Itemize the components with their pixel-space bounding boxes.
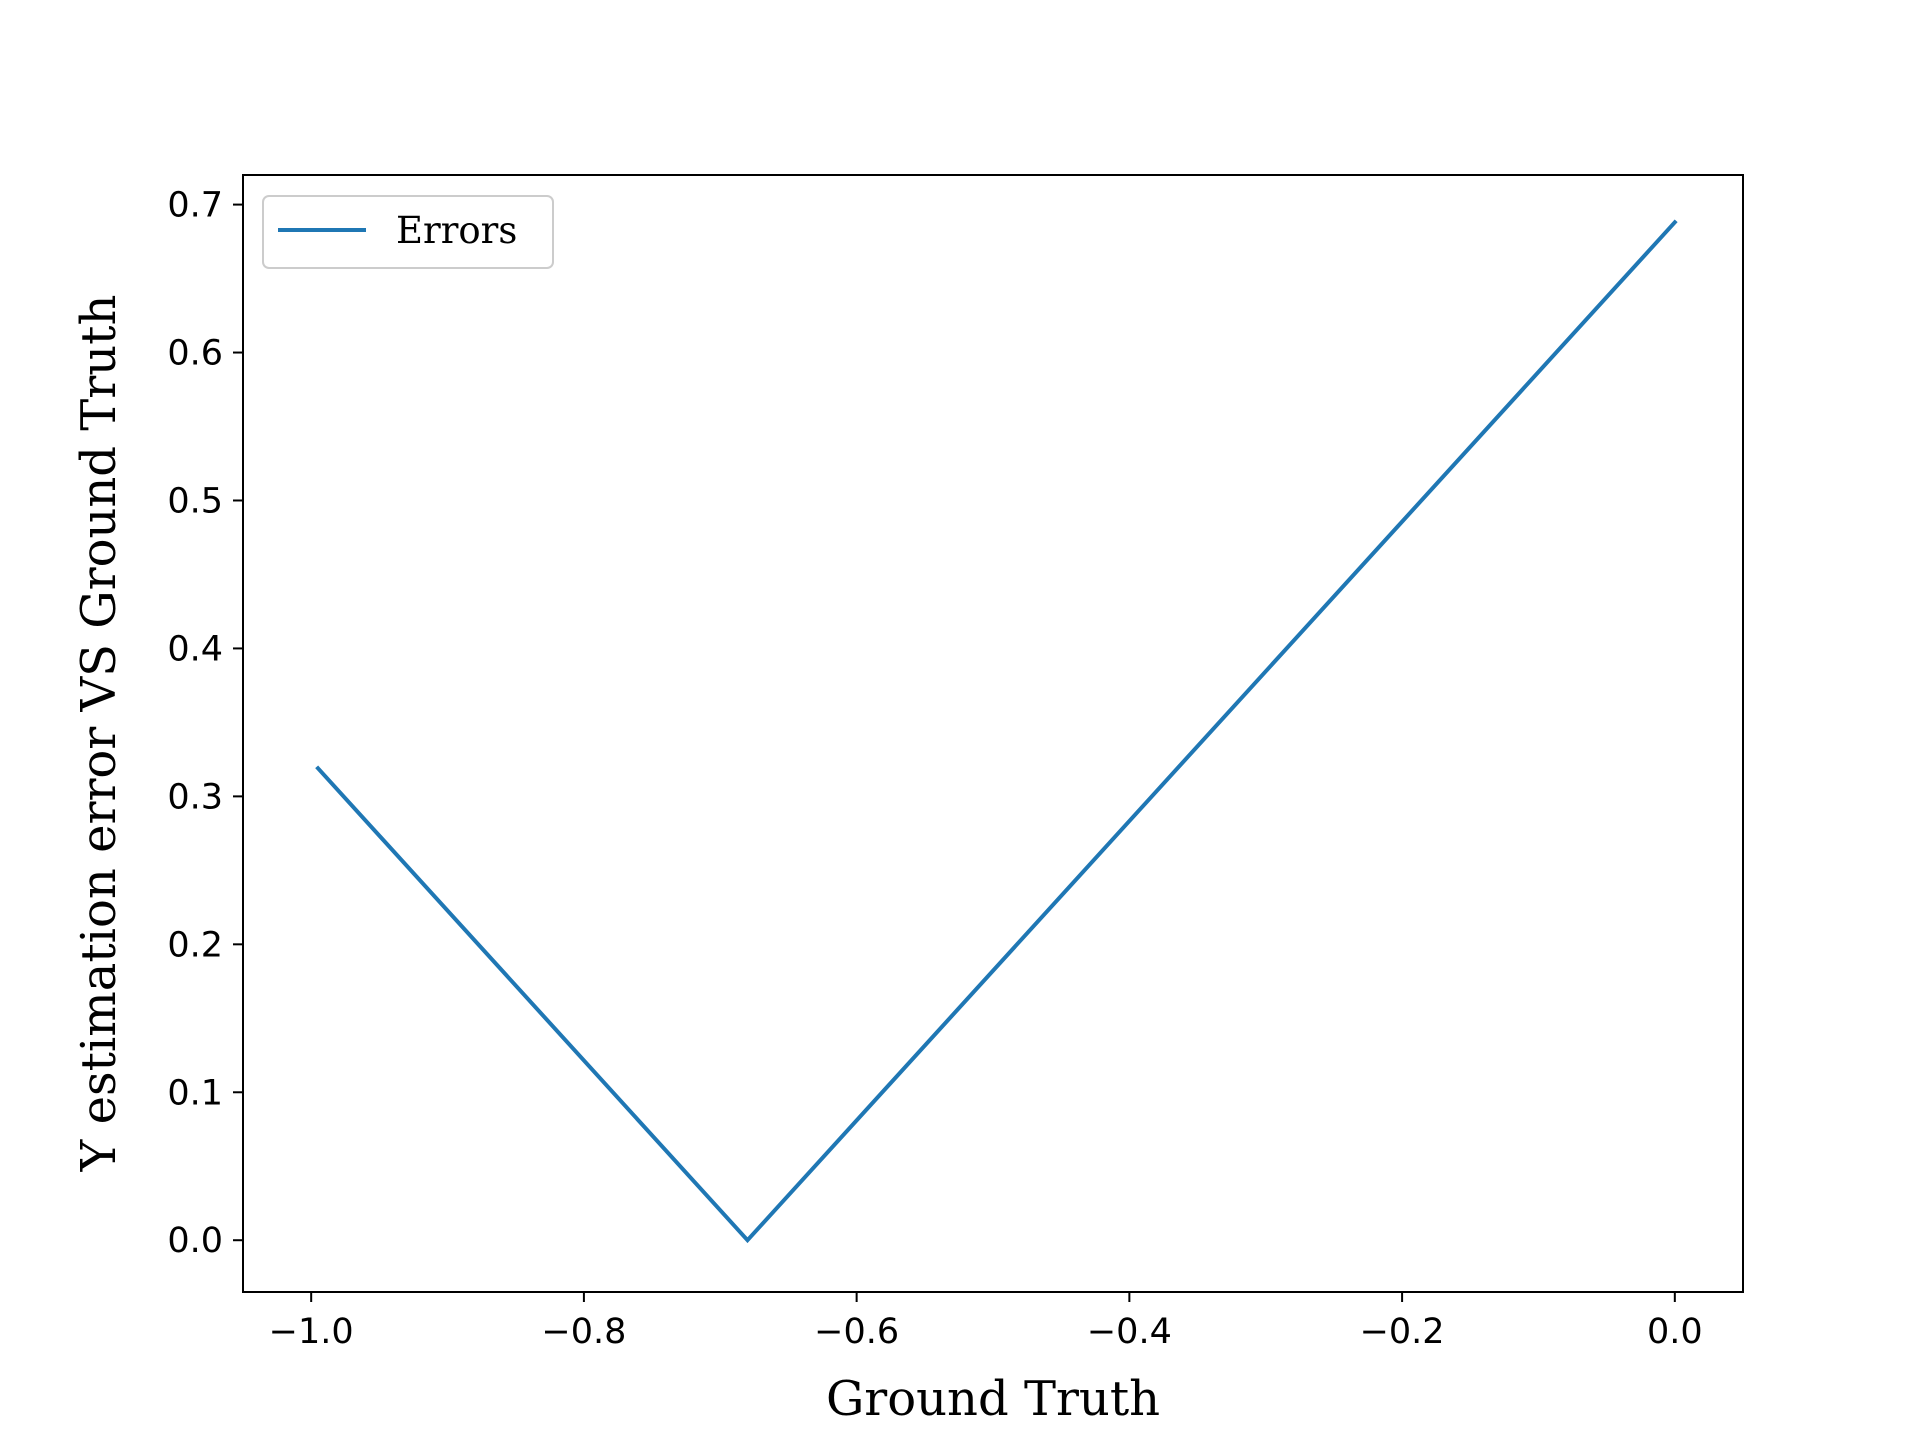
x-tick-label: −1.0 (269, 1312, 354, 1352)
y-tick-label: 0.6 (167, 334, 223, 374)
y-tick-label: 0.5 (167, 481, 223, 521)
x-axis-ticks: −1.0 −0.8 −0.6 −0.4 −0.2 0.0 (269, 1292, 1703, 1352)
x-tick-label: −0.2 (1360, 1312, 1445, 1352)
x-tick-label: −0.4 (1087, 1312, 1172, 1352)
x-tick-label: −0.6 (814, 1312, 899, 1352)
x-tick-label: 0.0 (1647, 1312, 1703, 1352)
x-tick-label: −0.8 (541, 1312, 626, 1352)
y-tick-label: 0.0 (167, 1221, 223, 1261)
legend: Errors (262, 195, 554, 269)
y-tick-label: 0.4 (167, 629, 223, 669)
plot-area-frame (242, 174, 1744, 1293)
y-tick-label: 0.3 (167, 777, 223, 817)
series-line-errors (315, 219, 1678, 1244)
y-tick-label: 0.7 (167, 186, 223, 226)
series-layer (315, 219, 1678, 1244)
legend-frame (262, 195, 554, 269)
y-axis-ticks: 0.0 0.1 0.2 0.3 0.4 0.5 0.6 0.7 (167, 186, 243, 1261)
legend-label: Errors (396, 209, 517, 252)
y-tick-label: 0.2 (167, 925, 223, 965)
y-axis-title: Y estimation error VS Ground Truth (71, 295, 127, 1173)
y-tick-label: 0.1 (167, 1073, 223, 1113)
x-axis-title: Ground Truth (826, 1371, 1160, 1427)
